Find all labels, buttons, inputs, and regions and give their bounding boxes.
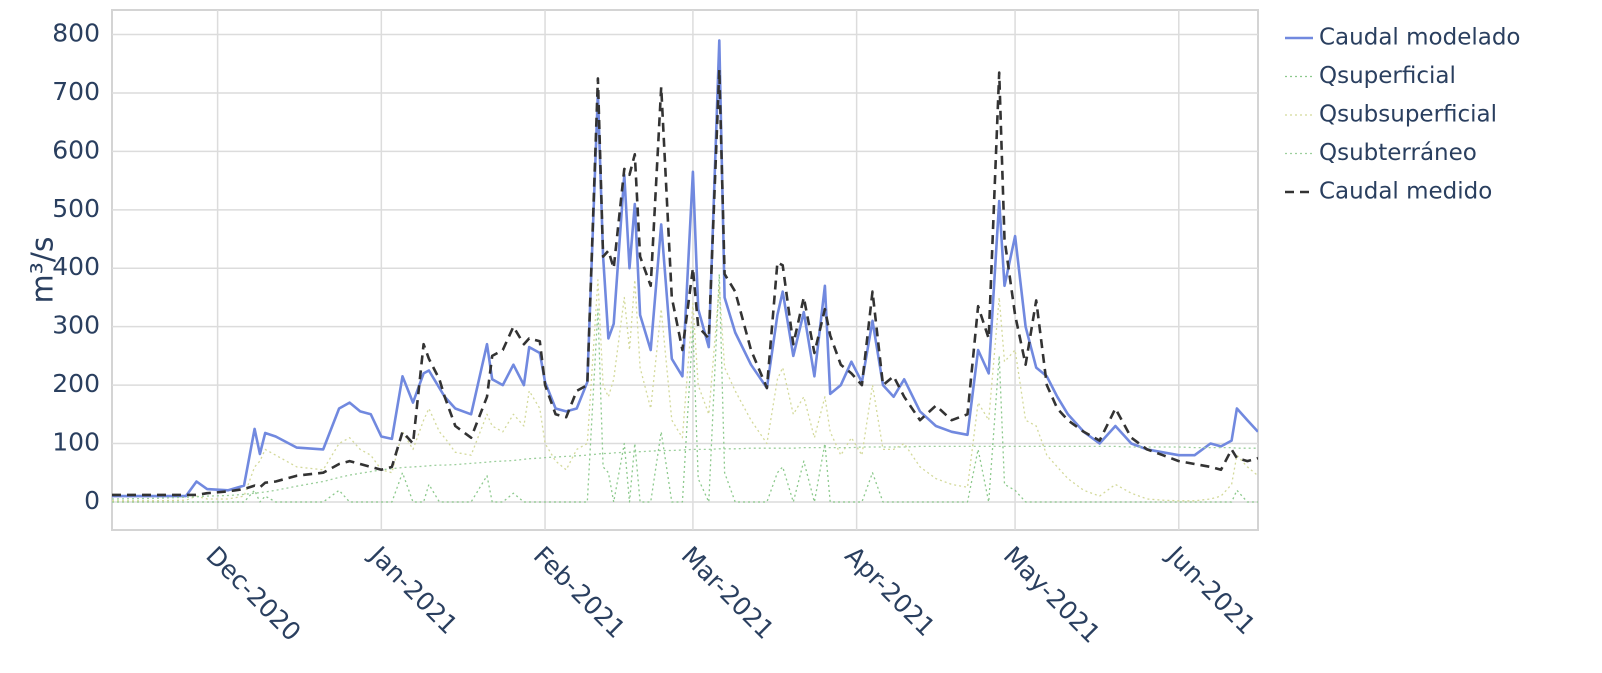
legend-label: Caudal medido	[1319, 179, 1492, 205]
x-tick-label: Jan-2021	[363, 539, 464, 640]
series-line	[112, 279, 1258, 502]
x-tick-label: Jun-2021	[1160, 539, 1261, 640]
y-tick-label: 400	[52, 252, 100, 281]
y-tick-label: 800	[52, 19, 100, 48]
x-tick-label: Feb-2021	[528, 541, 631, 644]
y-tick-label: 500	[52, 194, 100, 223]
y-tick-label: 600	[52, 135, 100, 164]
x-tick-label: Mar-2021	[676, 541, 780, 645]
legend-label: Caudal modelado	[1319, 25, 1521, 51]
legend-label: Qsubterráneo	[1319, 140, 1477, 166]
x-tick-label: May-2021	[998, 541, 1106, 649]
series-line	[112, 68, 1258, 497]
legend-label: Qsubsuperficial	[1319, 102, 1497, 128]
y-tick-label: 0	[84, 486, 100, 515]
y-tick-label: 200	[52, 369, 100, 398]
x-tick-label: Dec-2020	[200, 541, 306, 647]
y-tick-label: 700	[52, 77, 100, 106]
x-tick-label: Apr-2021	[839, 541, 940, 642]
plot-frame	[111, 9, 1259, 531]
legend-label: Qsuperficial	[1319, 63, 1456, 89]
y-axis-title: m³/s	[26, 237, 61, 304]
series-line	[112, 273, 1258, 503]
y-tick-label: 100	[52, 428, 100, 457]
series-line	[112, 39, 1258, 498]
y-tick-label: 300	[52, 311, 100, 340]
series-line	[112, 445, 1258, 500]
